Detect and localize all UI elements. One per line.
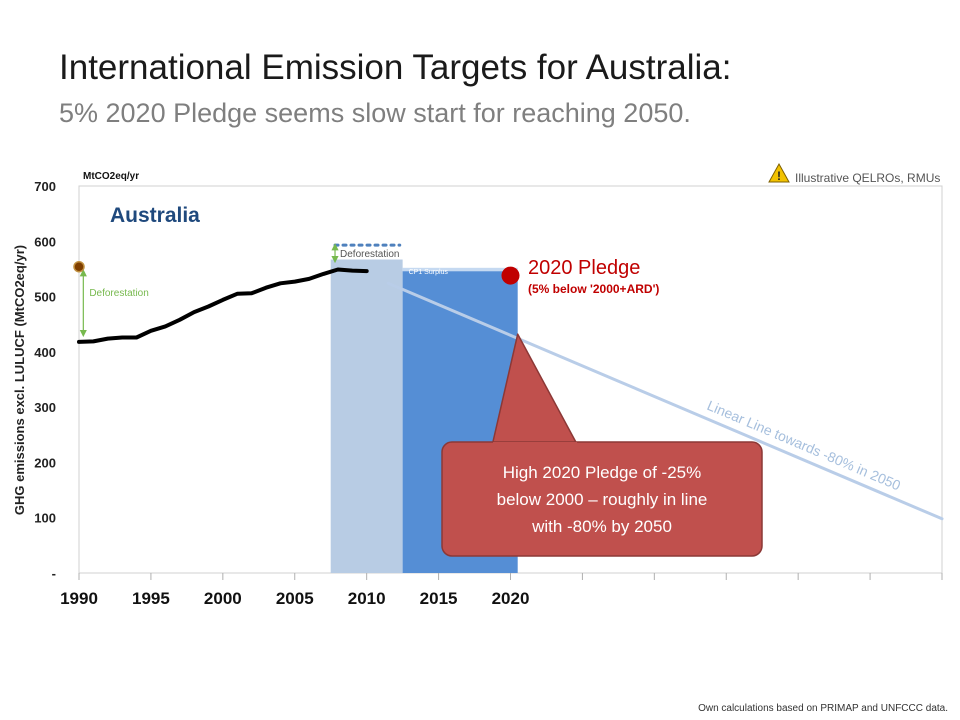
base-year-marker (73, 260, 85, 273)
linear-target-line (386, 281, 944, 521)
deforestation-label: Deforestation (340, 249, 399, 260)
callout-joint (493, 442, 577, 448)
x-tick-label: 2005 (276, 589, 314, 608)
x-tick-label: 1990 (60, 589, 98, 608)
surplus-band (402, 267, 518, 272)
source-note: Own calculations based on PRIMAP and UNF… (698, 703, 948, 714)
x-tick-label: 2015 (420, 589, 458, 608)
deforestation-label: Deforestation (89, 288, 148, 299)
x-tick-label: 2020 (492, 589, 530, 608)
y-axis-label: GHG emissions excl. LULUCF (MtCO2eq/yr) (12, 245, 27, 515)
x-tick-label: 2000 (204, 589, 242, 608)
unit-label: MtCO2eq/yr (83, 171, 139, 182)
historical-emissions-line (77, 267, 369, 344)
callout-text-line: with -80% by 2050 (531, 517, 672, 536)
y-tick-label: 200 (34, 455, 56, 470)
y-tick-label: 400 (34, 345, 56, 360)
warning-icon-glyph: ! (777, 169, 781, 183)
pledge-title: 2020 Pledge (528, 257, 640, 279)
y-tick-label: - (52, 566, 56, 581)
warning-label: Illustrative QELROs, RMUs (795, 171, 940, 185)
page-title: International Emission Targets for Austr… (59, 48, 732, 87)
warning-icon (768, 162, 790, 183)
callout-text-line: High 2020 Pledge of -25% (503, 463, 701, 482)
x-tick-label: 2010 (348, 589, 386, 608)
pledge-point (501, 266, 520, 285)
y-tick-label: 500 (34, 290, 56, 305)
target-period-bar (330, 259, 403, 573)
pledge-note: (5% below '2000+ARD') (528, 282, 659, 296)
page-subtitle: 5% 2020 Pledge seems slow start for reac… (59, 98, 691, 128)
surplus-label: CP1 Surplus (409, 269, 449, 276)
y-tick-label: 100 (34, 511, 56, 526)
callout-box (441, 441, 763, 557)
x-tick-label: 1995 (132, 589, 170, 608)
country-label: Australia (110, 204, 200, 227)
y-tick-label: 700 (34, 179, 56, 194)
callout-text-line: below 2000 – roughly in line (497, 490, 708, 509)
y-tick-label: 300 (34, 400, 56, 415)
y-tick-label: 600 (34, 234, 56, 249)
